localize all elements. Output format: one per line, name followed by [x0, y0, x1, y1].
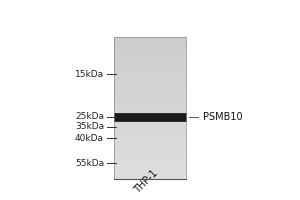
Text: 15kDa: 15kDa: [75, 70, 104, 79]
Text: 55kDa: 55kDa: [75, 159, 104, 168]
Text: 40kDa: 40kDa: [75, 134, 104, 143]
Text: 25kDa: 25kDa: [75, 112, 104, 121]
Text: 35kDa: 35kDa: [75, 122, 104, 131]
Text: PSMB10: PSMB10: [203, 112, 243, 122]
Bar: [114, 37, 186, 179]
Text: THP-1: THP-1: [133, 168, 160, 196]
Bar: [114, 113, 186, 121]
